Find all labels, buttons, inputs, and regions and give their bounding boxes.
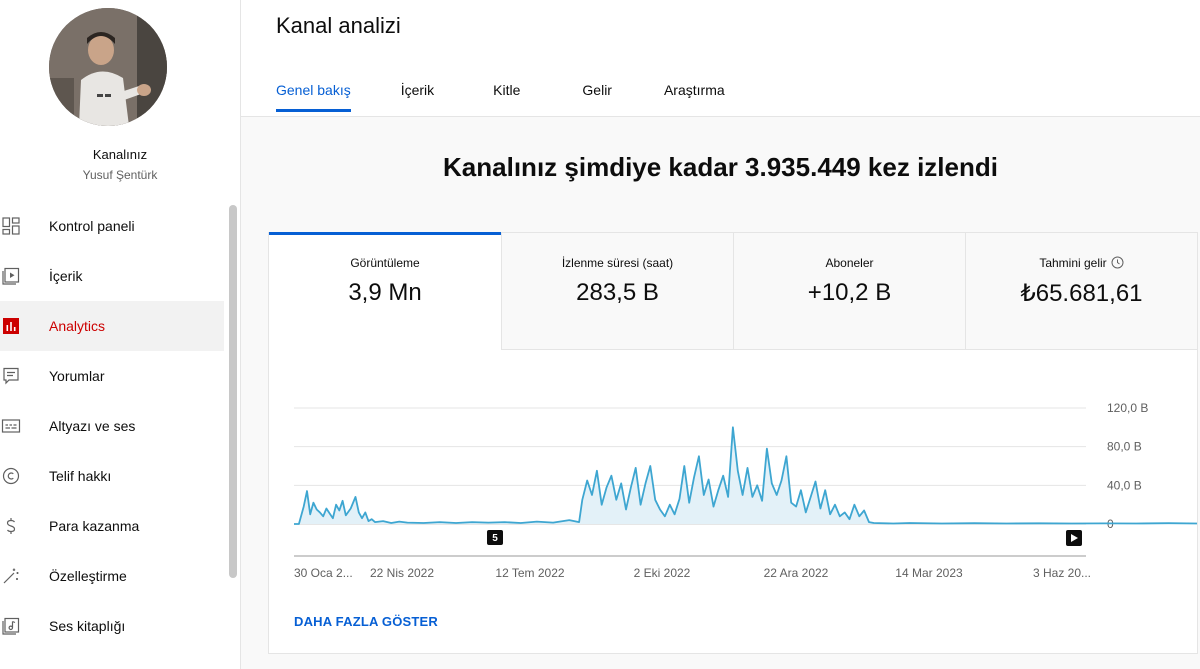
tab-revenue[interactable]: Gelir <box>582 82 612 98</box>
x-tick-label: 3 Haz 20... <box>1033 566 1091 580</box>
subtitles-icon <box>1 416 21 436</box>
metric-label: Aboneler <box>825 256 874 270</box>
metric-subscribers[interactable]: Aboneler +10,2 B <box>733 233 965 350</box>
metric-value: 283,5 B <box>576 279 659 306</box>
magic-wand-icon <box>1 566 21 586</box>
video-marker[interactable] <box>487 530 503 545</box>
sidebar-item-customization[interactable]: Özelleştirme <box>0 551 224 601</box>
sidebar-item-label: Analytics <box>49 318 106 334</box>
sidebar-item-subtitles[interactable]: Altyazı ve ses <box>0 401 224 451</box>
y-tick-label: 40,0 B <box>1107 478 1142 492</box>
tab-audience[interactable]: Kitle <box>493 82 521 98</box>
copyright-icon <box>1 466 21 486</box>
sidebar-scrollbar[interactable] <box>229 205 237 578</box>
sidebar-item-content[interactable]: İçerik <box>0 251 224 301</box>
sidebar-item-label: Ses kitaplığı <box>49 618 126 634</box>
metric-value: 3,9 Mn <box>348 279 422 306</box>
page-header: Kanal analizi Genel bakış İçerik Kitle G… <box>241 0 1200 117</box>
views-series-line <box>294 426 1197 525</box>
metric-value: +10,2 B <box>807 279 892 306</box>
x-tick-label: 12 Tem 2022 <box>495 566 564 580</box>
tab-overview[interactable]: Genel bakış <box>276 82 351 112</box>
avatar[interactable] <box>49 8 167 126</box>
sidebar: Kanalınız Yusuf Şentürk Kontrol paneli İ… <box>0 0 241 669</box>
audio-library-icon <box>1 616 21 636</box>
metric-tabs: Görüntüleme 3,9 Mn İzlenme süresi (saat)… <box>269 232 1197 350</box>
avatar-image <box>49 8 167 126</box>
x-tick-label: 22 Ara 2022 <box>764 566 829 580</box>
sidebar-item-label: Telif hakkı <box>49 468 112 484</box>
sidebar-item-dashboard[interactable]: Kontrol paneli <box>0 201 224 251</box>
sidebar-nav: Kontrol paneli İçerik Analytics Yorumlar… <box>0 201 224 651</box>
metric-label: İzlenme süresi (saat) <box>561 256 674 270</box>
video-marker-label: 5 <box>492 533 498 544</box>
sidebar-item-comments[interactable]: Yorumlar <box>0 351 224 401</box>
channel-label: Kanalınız <box>92 147 148 162</box>
overview-card: Görüntüleme 3,9 Mn İzlenme süresi (saat)… <box>268 232 1198 654</box>
x-tick-label: 22 Nis 2022 <box>370 566 434 580</box>
metric-label-text: Tahmini gelir <box>1039 256 1107 270</box>
sidebar-item-label: Kontrol paneli <box>49 218 135 234</box>
sidebar-item-label: Özelleştirme <box>49 568 127 584</box>
views-area <box>294 427 1197 524</box>
show-more-link[interactable]: DAHA FAZLA GÖSTER <box>294 614 438 629</box>
sidebar-item-label: Altyazı ve ses <box>49 418 136 434</box>
sidebar-item-analytics[interactable]: Analytics <box>0 301 224 351</box>
analytics-tabs: Genel bakış İçerik Kitle Gelir Araştırma <box>276 82 725 112</box>
metric-revenue[interactable]: Tahmini gelir ₺65.681,61 <box>965 233 1197 350</box>
content-icon <box>1 266 21 286</box>
dollar-icon <box>1 516 21 536</box>
metric-value: ₺65.681,61 <box>1020 280 1143 307</box>
dashboard-icon <box>1 216 21 236</box>
play-triangle <box>1071 534 1078 542</box>
sidebar-item-label: Para kazanma <box>49 518 140 534</box>
sidebar-item-label: İçerik <box>49 268 83 284</box>
clock-icon[interactable] <box>1111 256 1124 272</box>
page-title: Kanal analizi <box>276 13 401 38</box>
total-views-headline: Kanalınız şimdiye kadar 3.935.449 kez iz… <box>443 152 998 182</box>
x-tick-label: 14 Mar 2023 <box>895 566 963 580</box>
channel-name: Yusuf Şentürk <box>82 168 158 182</box>
tab-content[interactable]: İçerik <box>400 82 435 98</box>
sidebar-item-monetization[interactable]: Para kazanma <box>0 501 224 551</box>
sidebar-item-copyright[interactable]: Telif hakkı <box>0 451 224 501</box>
tab-research[interactable]: Araştırma <box>663 82 725 98</box>
sidebar-item-label: Yorumlar <box>49 368 105 384</box>
metric-watch-time[interactable]: İzlenme süresi (saat) 283,5 B <box>501 233 733 350</box>
comments-icon <box>1 366 21 386</box>
y-tick-label: 120,0 B <box>1107 401 1148 415</box>
metric-label: Görüntüleme <box>350 256 420 270</box>
y-tick-label: 80,0 B <box>1107 440 1142 454</box>
x-tick-label: 30 Oca 2... <box>294 566 353 580</box>
sidebar-item-audio-library[interactable]: Ses kitaplığı <box>0 601 224 651</box>
main-content: Kanal analizi Genel bakış İçerik Kitle G… <box>241 0 1200 669</box>
metric-label: Tahmini gelir <box>966 256 1197 272</box>
x-tick-label: 2 Eki 2022 <box>634 566 691 580</box>
metric-views[interactable]: Görüntüleme 3,9 Mn <box>269 232 501 350</box>
analytics-icon <box>1 316 21 336</box>
